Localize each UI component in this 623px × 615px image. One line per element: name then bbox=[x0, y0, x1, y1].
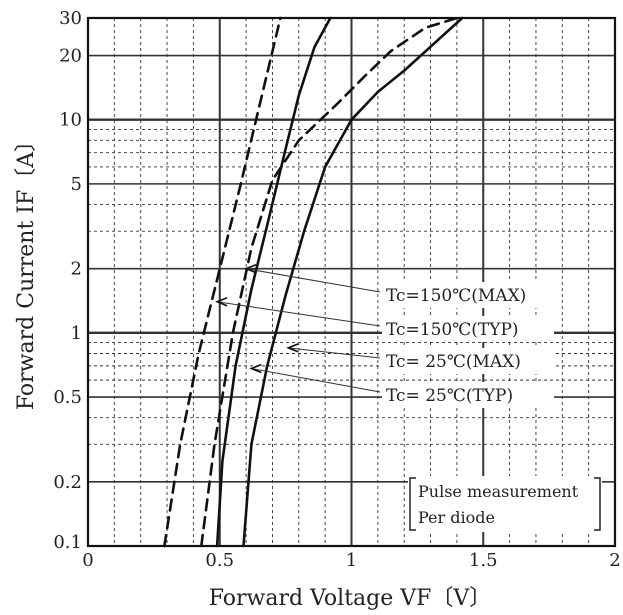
y-tick-label: 5 bbox=[71, 174, 82, 195]
legend-label: Tc=150℃(MAX) bbox=[386, 286, 526, 306]
legend-arrow-icon bbox=[214, 296, 228, 307]
legend-label-background bbox=[382, 316, 554, 342]
series-150c-typ bbox=[163, 16, 282, 548]
series-25c-typ bbox=[215, 16, 332, 548]
series-25c-max bbox=[242, 16, 464, 548]
series-150c-max bbox=[200, 16, 459, 548]
legend-label-background bbox=[382, 382, 554, 408]
plot-frame bbox=[86, 16, 617, 548]
annotation-bracket-left bbox=[409, 477, 416, 531]
y-tick-label: 1 bbox=[71, 323, 82, 344]
legend-label: Tc= 25℃(TYP) bbox=[386, 386, 513, 406]
x-tick-label: 1 bbox=[346, 550, 357, 571]
legend-leader-line bbox=[288, 347, 381, 359]
annotation-line-2: Per diode bbox=[418, 508, 495, 527]
tick-labels: 0 0.5 1 1.5 2 0.1 0.2 0.5 1 2 5 10 20 30 bbox=[53, 8, 620, 571]
series-group bbox=[163, 16, 464, 548]
annotation-line-1: Pulse measurement bbox=[418, 482, 579, 501]
legend-label: Tc=150℃(TYP) bbox=[386, 320, 519, 340]
y-tick-label: 0.1 bbox=[53, 532, 82, 553]
x-axis-title: Forward Voltage VF〔V〕 bbox=[209, 586, 492, 611]
legend: Tc=150℃(MAX) Tc=150℃(TYP) Tc= 25℃(MAX) Tc= … bbox=[214, 263, 554, 408]
y-tick-label: 30 bbox=[59, 8, 82, 29]
annotation-box: Pulse measurement Per diode bbox=[408, 476, 602, 532]
annotation-background bbox=[408, 476, 602, 532]
annotation-bracket-right bbox=[594, 477, 601, 531]
y-tick-label: 10 bbox=[59, 110, 82, 131]
legend-arrow-icon bbox=[286, 343, 299, 353]
y-tick-label: 0.5 bbox=[53, 387, 82, 408]
legend-label-background bbox=[382, 282, 554, 308]
legend-arrow-icon bbox=[243, 263, 257, 274]
x-tick-label: 2 bbox=[609, 550, 620, 571]
y-tick-label: 0.2 bbox=[53, 472, 82, 493]
x-tick-label: 0 bbox=[82, 550, 93, 571]
x-tick-label: 0.5 bbox=[205, 550, 234, 571]
y-tick-label: 2 bbox=[71, 259, 82, 280]
legend-leader-line bbox=[246, 268, 381, 293]
y-axis-title: Forward Current IF〔A〕 bbox=[14, 130, 39, 410]
legend-leader-line bbox=[217, 301, 381, 327]
legend-leader-line bbox=[251, 368, 381, 393]
legend-label: Tc= 25℃(MAX) bbox=[386, 352, 521, 372]
x-tick-label: 1.5 bbox=[469, 550, 498, 571]
legend-arrow-icon bbox=[249, 363, 262, 374]
y-tick-label: 20 bbox=[59, 46, 82, 67]
legend-label-background bbox=[382, 348, 554, 374]
